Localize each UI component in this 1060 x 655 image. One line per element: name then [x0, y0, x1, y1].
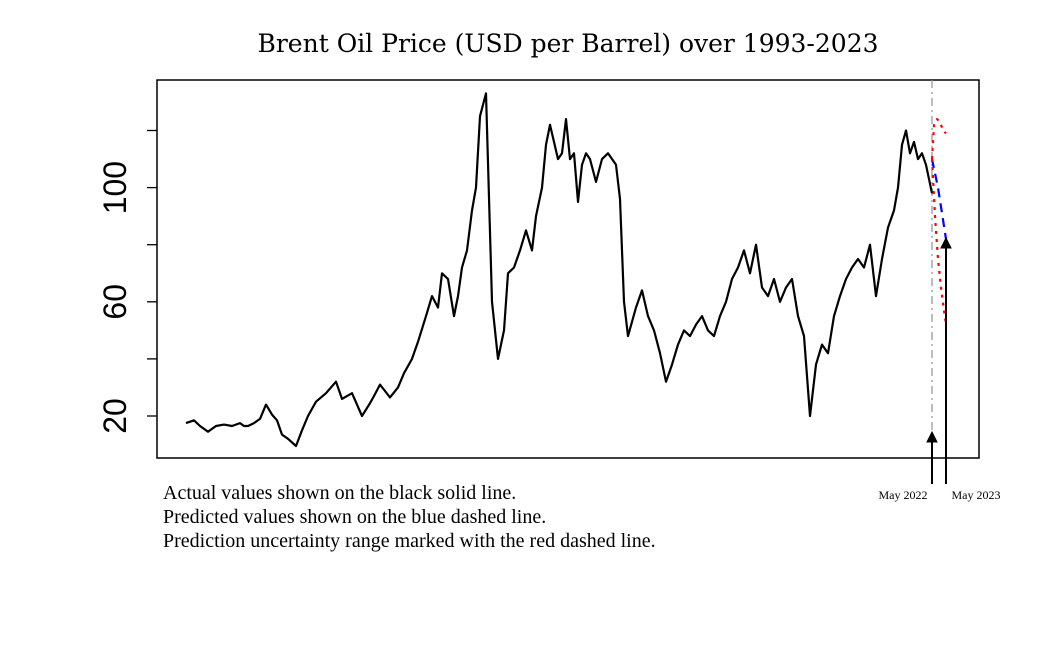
y-tick-label: 100 — [97, 161, 133, 214]
plot-frame — [156, 79, 980, 459]
note-uncertainty: Prediction uncertainty range marked with… — [163, 530, 656, 552]
series-uncertainty-lower-line — [930, 159, 948, 325]
chart-title: Brent Oil Price (USD per Barrel) over 19… — [257, 29, 878, 58]
y-axis: 20 60 100 — [97, 129, 157, 434]
note-predicted: Predicted values shown on the blue dashe… — [163, 506, 547, 528]
annotation-layer: May 2022 May 2023 — [879, 236, 1001, 502]
annotation-label: May 2022 — [879, 488, 928, 502]
series-uncertainty-upper-line — [930, 117, 947, 160]
y-tick-label: 60 — [97, 284, 133, 320]
series-predicted-line — [930, 158, 948, 240]
annotation-arrow-may-2023 — [940, 236, 952, 484]
annotation-label: May 2023 — [952, 488, 1001, 502]
series-actual-line — [185, 92, 934, 448]
chart-notes: Actual values shown on the black solid l… — [163, 481, 656, 553]
note-actual: Actual values shown on the black solid l… — [163, 482, 517, 504]
series-layer — [185, 92, 948, 448]
annotation-arrow-may-2022 — [926, 430, 938, 484]
y-tick-label: 20 — [97, 398, 133, 434]
